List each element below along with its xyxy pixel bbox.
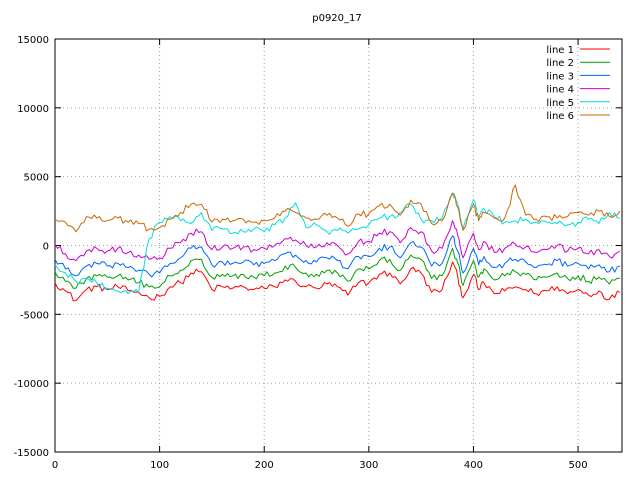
series-line-1 [54, 261, 621, 302]
y-tick-label: -15000 [14, 448, 49, 459]
series-line-5 [54, 192, 620, 295]
legend: line 1 line 2 line 3 line 4 line 5 line 6 [546, 45, 610, 122]
x-tick-label: 500 [569, 460, 588, 471]
y-tick-label: 5000 [24, 173, 49, 184]
grid [55, 39, 622, 452]
plot-frame [54, 38, 623, 453]
legend-label: line 1 [546, 45, 574, 56]
x-tick-label: 0 [52, 460, 58, 471]
series-line-3 [54, 235, 621, 278]
series-group [54, 184, 621, 302]
axis-ticks: 0 100 200 300 400 500 -15000 -10000 -5000 0 5000 10… [14, 35, 622, 471]
chart-title: p0920_17 [312, 13, 362, 24]
legend-label: line 4 [546, 85, 574, 96]
y-tick-label: 10000 [17, 104, 49, 115]
y-tick-label: -10000 [14, 379, 49, 390]
series-line-4 [54, 220, 621, 262]
y-tick-label: -5000 [20, 310, 49, 321]
legend-label: line 5 [546, 98, 574, 109]
y-tick-label: 0 [43, 242, 49, 253]
x-tick-label: 200 [255, 460, 274, 471]
legend-label: line 6 [546, 111, 574, 122]
y-tick-label: 15000 [17, 35, 49, 46]
x-tick-label: 300 [359, 460, 378, 471]
x-tick-label: 400 [464, 460, 483, 471]
legend-label: line 3 [546, 71, 574, 82]
legend-label: line 2 [546, 58, 574, 69]
series-line-6 [54, 184, 621, 233]
series-line-2 [54, 247, 620, 289]
x-tick-label: 100 [150, 460, 169, 471]
